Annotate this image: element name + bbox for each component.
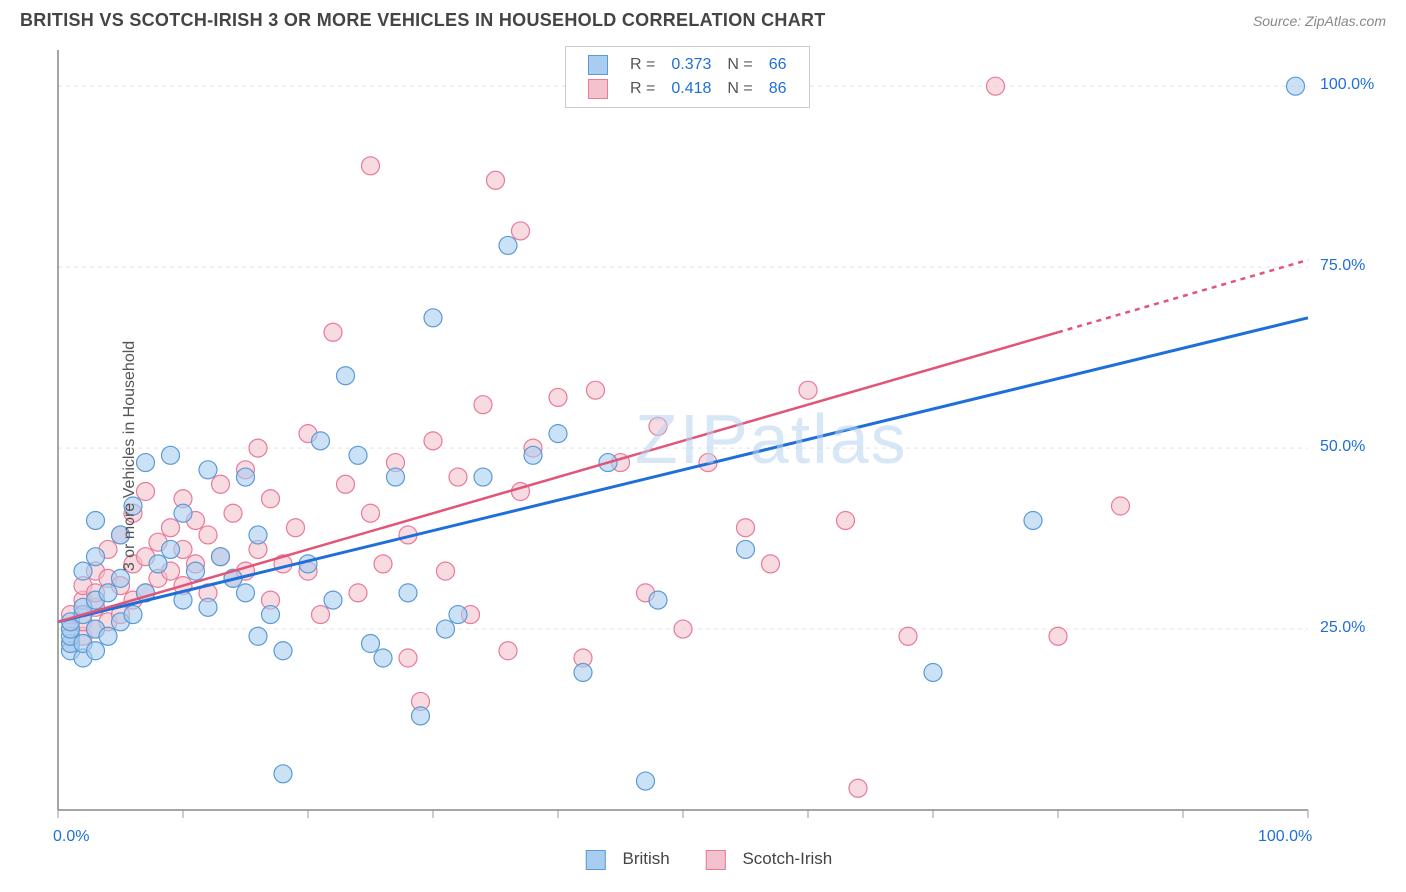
chart-title: BRITISH VS SCOTCH-IRISH 3 OR MORE VEHICL… xyxy=(20,10,826,31)
series-legend: British Scotch-Irish xyxy=(562,849,844,870)
y-tick-label: 100.0% xyxy=(1320,76,1374,94)
y-axis-label: 3 or more Vehicles in Household xyxy=(121,341,139,571)
stats-legend: R =0.373N =66R =0.418N =86 xyxy=(565,46,810,108)
x-axis-min-label: 0.0% xyxy=(53,828,89,846)
legend-item: British xyxy=(574,849,670,868)
y-tick-label: 25.0% xyxy=(1320,619,1365,637)
x-axis-max-label: 100.0% xyxy=(1258,828,1312,846)
source-label: Source: ZipAtlas.com xyxy=(1253,13,1386,29)
y-tick-label: 75.0% xyxy=(1320,257,1365,275)
chart-area: 3 or more Vehicles in Household ZIPatlas… xyxy=(20,40,1386,872)
y-tick-label: 50.0% xyxy=(1320,438,1365,456)
legend-item: Scotch-Irish xyxy=(694,849,832,868)
scatter-chart xyxy=(20,40,1360,860)
